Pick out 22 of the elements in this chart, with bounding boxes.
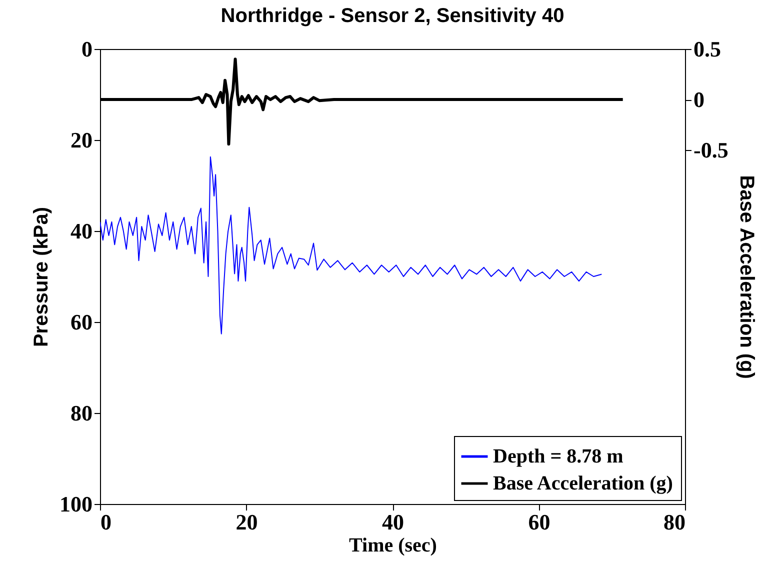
y-tick-label: 100 (60, 492, 92, 516)
line-series (100, 58, 624, 146)
x-tick-label: 60 (528, 510, 550, 534)
y-tick-label: 0 (82, 36, 92, 62)
chart-title: Northridge - Sensor 2, Sensitivity 40 (220, 5, 564, 27)
legend-label: Base Acceleration (g) (493, 472, 673, 494)
y-axis-title: Pressure (kPa) (30, 206, 52, 348)
y2-tick-label: -0.5 (694, 138, 728, 163)
y-tick-label: 60 (70, 310, 92, 334)
y-tick-label: 80 (70, 400, 92, 426)
legend-label: Depth = 8.78 m (493, 446, 624, 468)
y2-tick-label: 0 (694, 87, 704, 112)
line-series (100, 156, 602, 334)
x-tick-label: 20 (236, 510, 258, 534)
y2-axis-title: Base Acceleration (g) (735, 175, 758, 379)
x-axis-title: Time (sec) (349, 534, 437, 556)
x-tick-label: 0 (100, 510, 112, 534)
y2-tick-label: 0.5 (694, 36, 721, 62)
y-tick-label: 40 (70, 218, 92, 244)
x-tick-label: 40 (382, 510, 404, 534)
y-tick-label: 20 (70, 128, 92, 152)
x-tick-label: 80 (664, 510, 686, 534)
